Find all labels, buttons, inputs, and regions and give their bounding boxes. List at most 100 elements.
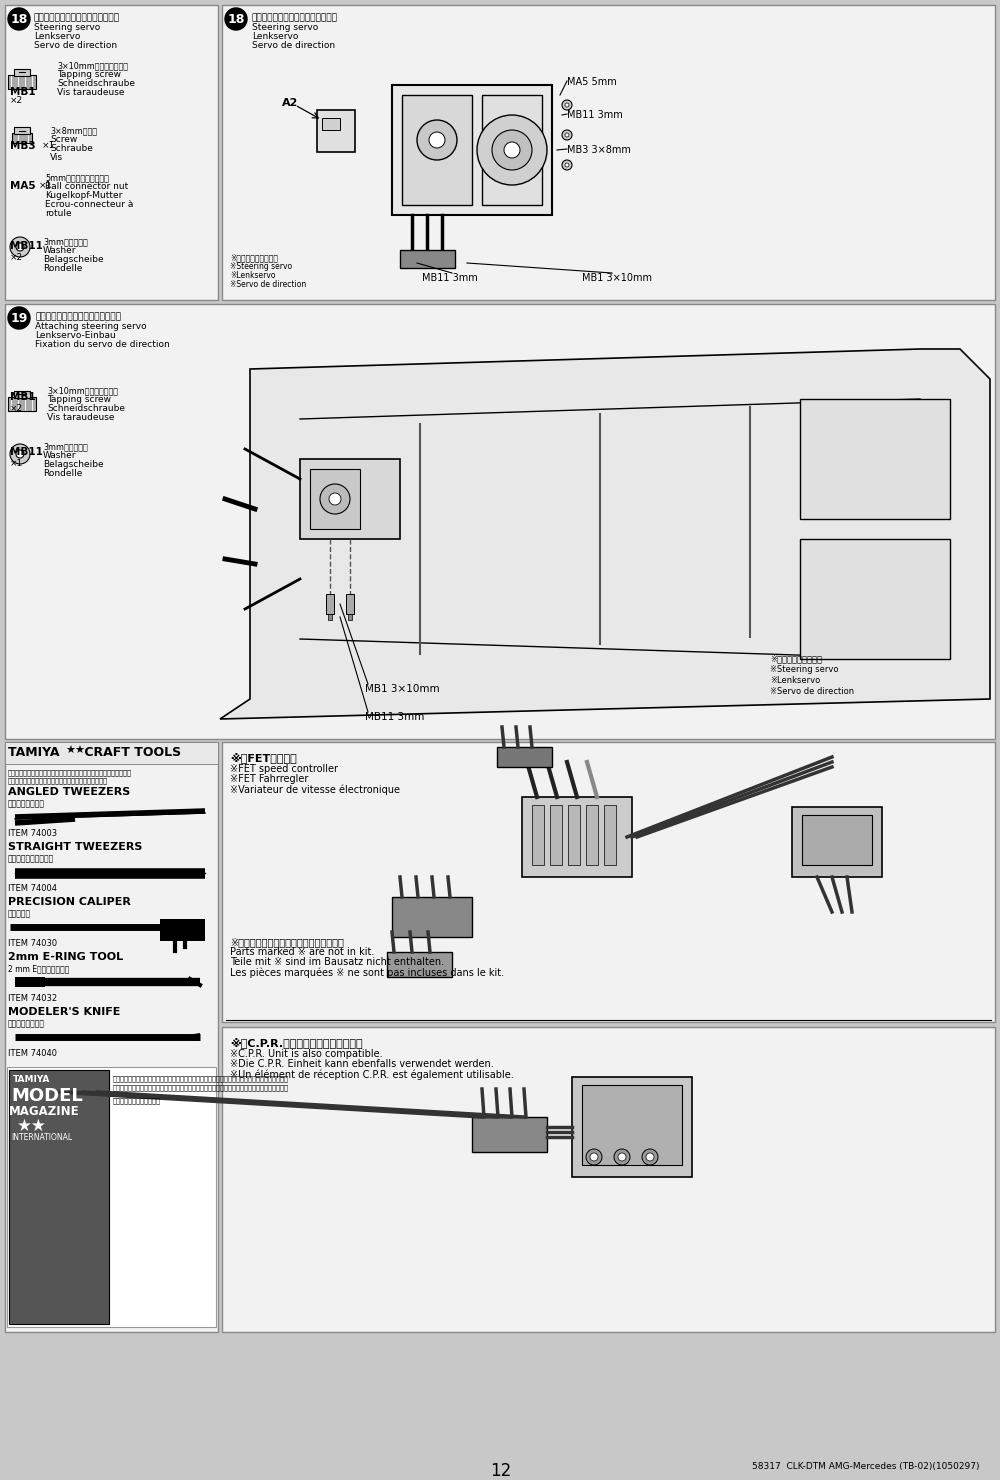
- Bar: [402, 95, 472, 206]
- Text: 英語版。（日本語訳付き）: 英語版。（日本語訳付き）: [113, 1097, 161, 1104]
- Bar: [22, 397, 25, 411]
- Bar: [322, 118, 340, 130]
- Text: Schneidschraube: Schneidschraube: [57, 78, 135, 87]
- Text: ×1: ×1: [42, 141, 55, 149]
- Text: ※Servo de direction: ※Servo de direction: [770, 687, 854, 696]
- Text: 3×10mmタッピングビス: 3×10mmタッピングビス: [47, 386, 118, 395]
- Bar: [328, 614, 332, 620]
- Text: Steering servo: Steering servo: [34, 24, 100, 33]
- Text: Teile mit ※ sind im Bausatz nicht enthalten.: Teile mit ※ sind im Bausatz nicht enthal…: [230, 958, 444, 966]
- Bar: [18, 397, 22, 411]
- Text: ※（FETアンプ）: ※（FETアンプ）: [230, 752, 297, 764]
- Circle shape: [417, 120, 457, 160]
- Text: 3×8mm丸ビス: 3×8mm丸ビス: [50, 126, 97, 135]
- Circle shape: [329, 493, 341, 505]
- Text: Tapping screw: Tapping screw: [57, 70, 121, 78]
- Polygon shape: [220, 349, 990, 719]
- Bar: [802, 815, 872, 864]
- Bar: [5, 741, 218, 764]
- Bar: [222, 1027, 995, 1332]
- Text: MB1 3×10mm: MB1 3×10mm: [582, 272, 652, 283]
- Text: MB11 3mm: MB11 3mm: [365, 712, 424, 722]
- Text: TAMIYA: TAMIYA: [8, 746, 64, 759]
- Text: Attaching steering servo: Attaching steering servo: [35, 323, 147, 332]
- Circle shape: [8, 306, 30, 329]
- Text: （タミヤモデルマガジン）海外の一流モデラーの作品が豊富な写真で身近に楽しめます。タミヤを: （タミヤモデルマガジン）海外の一流モデラーの作品が豊富な写真で身近に楽しめます。…: [113, 1074, 289, 1082]
- Bar: [15, 133, 18, 144]
- Text: ITEM 74030: ITEM 74030: [8, 938, 57, 949]
- Text: 3mmワッシャー: 3mmワッシャー: [43, 443, 88, 451]
- Bar: [5, 303, 995, 739]
- Circle shape: [586, 1148, 602, 1165]
- Bar: [14, 391, 30, 398]
- Text: ※C.P.R. Unit is also compatible.: ※C.P.R. Unit is also compatible.: [230, 1049, 383, 1060]
- Text: Servo de direction: Servo de direction: [252, 41, 335, 50]
- Text: CRAFT TOOLS: CRAFT TOOLS: [80, 746, 181, 759]
- Bar: [12, 75, 14, 89]
- Bar: [326, 593, 334, 614]
- Bar: [346, 593, 354, 614]
- Text: MB1: MB1: [10, 87, 36, 98]
- Text: ★★: ★★: [17, 1117, 47, 1135]
- Text: ×1: ×1: [39, 181, 52, 189]
- Bar: [32, 397, 36, 411]
- Text: Tapping screw: Tapping screw: [47, 395, 111, 404]
- Text: Ecrou-connecteur à: Ecrou-connecteur à: [45, 200, 133, 209]
- Text: ※（C.P.R.ユニットも使用できます）: ※（C.P.R.ユニットも使用できます）: [230, 1037, 363, 1048]
- Bar: [800, 539, 950, 659]
- Circle shape: [565, 133, 569, 138]
- Text: ITEM 74003: ITEM 74003: [8, 829, 57, 838]
- Text: MAGAZINE: MAGAZINE: [9, 1106, 80, 1117]
- Circle shape: [614, 1148, 630, 1165]
- Text: INTERNATIONAL: INTERNATIONAL: [11, 1134, 72, 1143]
- Bar: [29, 397, 32, 411]
- Bar: [568, 805, 580, 864]
- Bar: [7, 1067, 216, 1328]
- Text: Vis: Vis: [50, 152, 63, 161]
- Circle shape: [565, 163, 569, 167]
- Text: ※ステアリングサーボ: ※ステアリングサーボ: [230, 253, 278, 262]
- Text: Ball connector nut: Ball connector nut: [45, 182, 128, 191]
- Text: ※Variateur de vitesse électronique: ※Variateur de vitesse électronique: [230, 784, 400, 795]
- Text: MB11 3mm: MB11 3mm: [422, 272, 478, 283]
- Bar: [26, 75, 28, 89]
- Text: ※Un élément de réception C.P.R. est également utilisable.: ※Un élément de réception C.P.R. est égal…: [230, 1069, 514, 1079]
- Text: TAMIYA: TAMIYA: [13, 1074, 50, 1083]
- Bar: [22, 75, 25, 89]
- Circle shape: [16, 450, 24, 457]
- Text: ITEM 74040: ITEM 74040: [8, 1049, 57, 1058]
- Text: Screw: Screw: [50, 135, 77, 144]
- Bar: [800, 400, 950, 519]
- Text: ストレートピンセット: ストレートピンセット: [8, 854, 54, 863]
- Bar: [532, 805, 544, 864]
- Text: MODEL: MODEL: [11, 1086, 83, 1106]
- Circle shape: [10, 444, 30, 465]
- Text: rotule: rotule: [45, 209, 72, 218]
- Bar: [8, 75, 11, 89]
- Bar: [12, 133, 32, 144]
- Text: ※Steering servo: ※Steering servo: [770, 665, 838, 673]
- Text: ※ステアリングサーボ: ※ステアリングサーボ: [770, 654, 822, 663]
- Text: Vis taraudeuse: Vis taraudeuse: [47, 413, 114, 422]
- Text: MODELER'S KNIFE: MODELER'S KNIFE: [8, 1006, 120, 1017]
- Circle shape: [562, 160, 572, 170]
- Text: ×1: ×1: [10, 459, 23, 468]
- Bar: [8, 397, 36, 411]
- Text: Les pièces marquées ※ ne sont pas incluses dans le kit.: Les pièces marquées ※ ne sont pas inclus…: [230, 966, 504, 977]
- Bar: [26, 397, 28, 411]
- Bar: [300, 459, 400, 539]
- Text: Rondelle: Rondelle: [43, 469, 82, 478]
- Bar: [15, 977, 45, 987]
- Text: （ステアリングサーボの組み立て）: （ステアリングサーボの組み立て）: [252, 13, 338, 22]
- Bar: [348, 614, 352, 620]
- Circle shape: [16, 243, 24, 252]
- Text: ※FET Fahrregler: ※FET Fahrregler: [230, 774, 308, 784]
- Circle shape: [429, 132, 445, 148]
- Text: MB1: MB1: [10, 392, 36, 403]
- Circle shape: [8, 7, 30, 30]
- Text: ×2: ×2: [10, 253, 23, 262]
- Text: ※FET speed controller: ※FET speed controller: [230, 764, 338, 774]
- Text: Lenkservo-Einbau: Lenkservo-Einbau: [35, 332, 116, 340]
- Bar: [29, 75, 32, 89]
- Circle shape: [562, 101, 572, 110]
